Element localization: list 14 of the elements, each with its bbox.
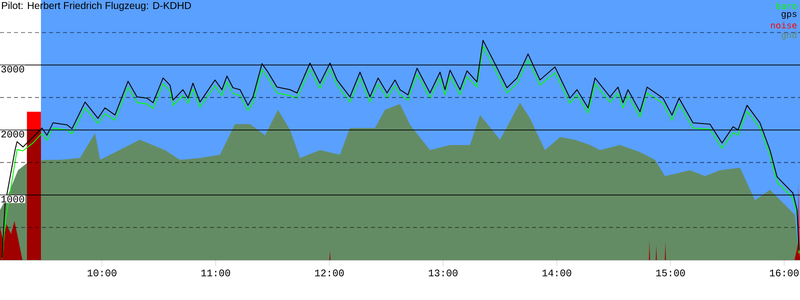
y-tick-label: 3000	[1, 66, 24, 72]
y-tick-label: 1000	[1, 196, 24, 202]
text: noise	[770, 22, 797, 28]
x-tick-label: 14:00	[542, 270, 572, 276]
x-tick-label: 15:00	[656, 270, 685, 276]
y-tick-label: 2000	[1, 130, 24, 138]
text: baro	[776, 2, 797, 10]
text: gnd	[782, 31, 796, 40]
x-tick-label: 12:00	[315, 270, 344, 276]
text: gps	[782, 12, 796, 19]
x-tick-label: 16:00	[770, 270, 799, 276]
x-tick-label: 13:00	[428, 270, 458, 276]
x-tick-label: 11:00	[201, 270, 230, 276]
x-tick-label: 10:00	[88, 270, 116, 276]
